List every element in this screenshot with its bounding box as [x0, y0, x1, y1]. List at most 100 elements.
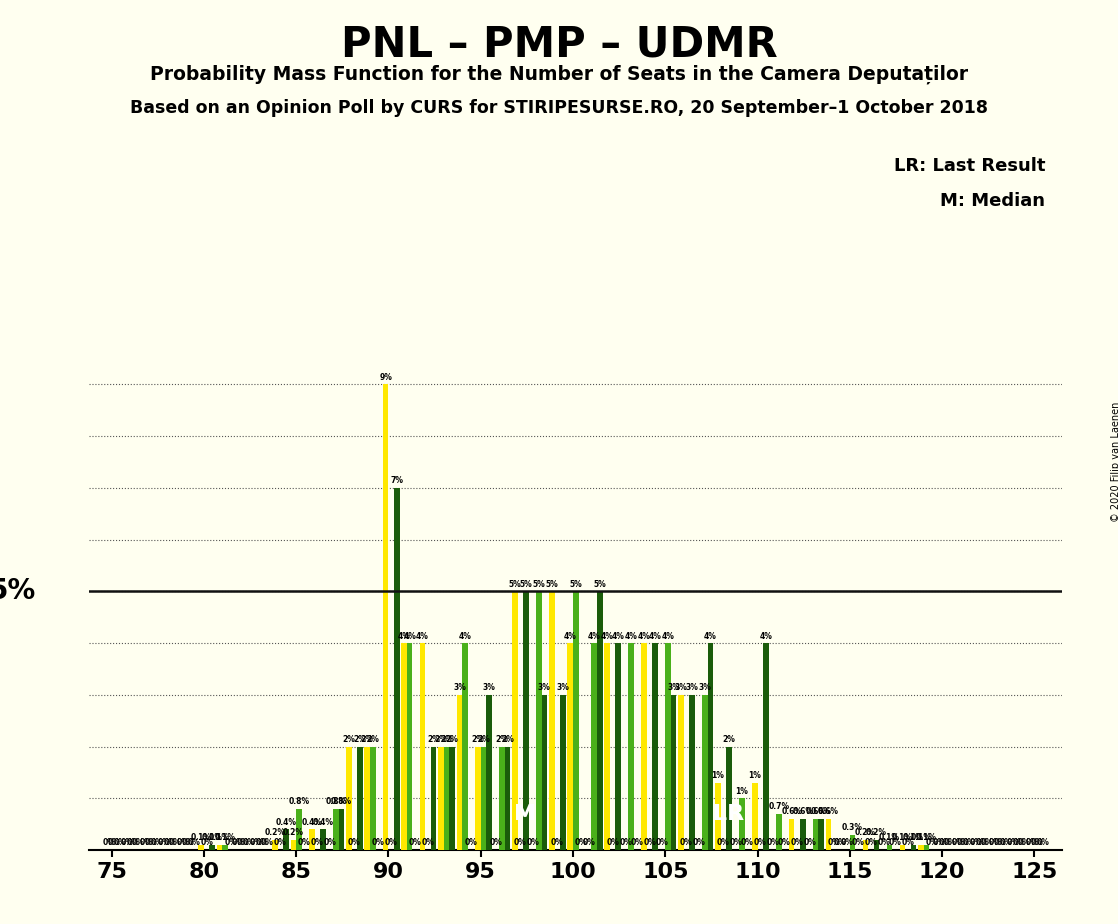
- Text: 5%: 5%: [569, 579, 582, 589]
- Text: 5%: 5%: [532, 579, 546, 589]
- Text: 0.1%: 0.1%: [903, 833, 923, 843]
- Bar: [702, 695, 708, 850]
- Text: 0%: 0%: [606, 838, 619, 847]
- Text: 0%: 0%: [1036, 838, 1049, 847]
- Bar: [209, 845, 215, 850]
- Bar: [597, 591, 603, 850]
- Bar: [605, 643, 610, 850]
- Bar: [222, 845, 228, 850]
- Bar: [449, 747, 455, 850]
- Text: 0.6%: 0.6%: [781, 808, 803, 817]
- Bar: [653, 643, 657, 850]
- Bar: [512, 591, 518, 850]
- Text: 2%: 2%: [495, 735, 509, 744]
- Text: 0.1%: 0.1%: [879, 833, 900, 843]
- Bar: [444, 747, 449, 850]
- Text: 0%: 0%: [575, 838, 588, 847]
- Text: 2%: 2%: [361, 735, 373, 744]
- Bar: [665, 643, 671, 850]
- Bar: [523, 591, 529, 850]
- Text: 5%: 5%: [509, 579, 521, 589]
- Text: 0%: 0%: [225, 838, 237, 847]
- Text: M: Median: M: Median: [940, 191, 1045, 210]
- Bar: [339, 808, 344, 850]
- Bar: [708, 643, 713, 850]
- Bar: [752, 783, 758, 850]
- Bar: [911, 845, 917, 850]
- Bar: [615, 643, 620, 850]
- Text: 2%: 2%: [472, 735, 484, 744]
- Text: 0%: 0%: [827, 838, 841, 847]
- Text: Probability Mass Function for the Number of Seats in the Camera Deputaților: Probability Mass Function for the Number…: [150, 65, 968, 84]
- Text: 0%: 0%: [348, 838, 361, 847]
- Bar: [813, 819, 818, 850]
- Text: 4%: 4%: [662, 631, 674, 640]
- Text: 0.2%: 0.2%: [866, 828, 887, 837]
- Text: 0%: 0%: [262, 838, 274, 847]
- Bar: [283, 830, 288, 850]
- Text: 0%: 0%: [182, 838, 195, 847]
- Text: 3%: 3%: [667, 683, 680, 692]
- Text: 3%: 3%: [483, 683, 495, 692]
- Text: 0.2%: 0.2%: [283, 828, 304, 837]
- Text: 0%: 0%: [490, 838, 503, 847]
- Bar: [198, 845, 203, 850]
- Bar: [776, 814, 781, 850]
- Text: 3%: 3%: [685, 683, 699, 692]
- Text: 0.1%: 0.1%: [916, 833, 937, 843]
- Text: 0%: 0%: [944, 838, 957, 847]
- Text: 0%: 0%: [121, 838, 134, 847]
- Text: 9%: 9%: [379, 372, 392, 382]
- Text: 0.1%: 0.1%: [209, 833, 230, 843]
- Text: 2%: 2%: [435, 735, 447, 744]
- Text: 0.6%: 0.6%: [793, 808, 813, 817]
- Text: 0%: 0%: [999, 838, 1012, 847]
- Bar: [272, 840, 277, 850]
- Bar: [296, 808, 302, 850]
- Text: 0%: 0%: [957, 838, 969, 847]
- Bar: [690, 695, 694, 850]
- Text: 4%: 4%: [648, 631, 662, 640]
- Bar: [320, 830, 325, 850]
- Bar: [887, 845, 892, 850]
- Bar: [420, 643, 425, 850]
- Text: 5%: 5%: [594, 579, 606, 589]
- Bar: [504, 747, 510, 850]
- Text: 0%: 0%: [656, 838, 669, 847]
- Text: 0%: 0%: [804, 838, 816, 847]
- Text: 2%: 2%: [440, 735, 453, 744]
- Text: 2%: 2%: [342, 735, 356, 744]
- Text: 7%: 7%: [390, 476, 404, 485]
- Text: 0%: 0%: [864, 838, 878, 847]
- Text: 0%: 0%: [852, 838, 864, 847]
- Bar: [874, 840, 880, 850]
- Text: 0.4%: 0.4%: [302, 818, 322, 827]
- Bar: [357, 747, 362, 850]
- Text: 1%: 1%: [748, 772, 761, 780]
- Bar: [457, 695, 462, 850]
- Text: 0%: 0%: [975, 838, 988, 847]
- Bar: [568, 643, 574, 850]
- Text: 3%: 3%: [538, 683, 551, 692]
- Text: 0%: 0%: [140, 838, 152, 847]
- Bar: [401, 643, 407, 850]
- Text: 0.6%: 0.6%: [818, 808, 840, 817]
- Bar: [462, 643, 467, 850]
- Text: 3%: 3%: [557, 683, 569, 692]
- Text: 4%: 4%: [563, 631, 577, 640]
- Text: 1%: 1%: [736, 786, 748, 796]
- Text: 0%: 0%: [994, 838, 1006, 847]
- Bar: [727, 747, 731, 850]
- Text: 0%: 0%: [163, 838, 177, 847]
- Text: 4%: 4%: [398, 631, 410, 640]
- Text: 0%: 0%: [132, 838, 145, 847]
- Text: 0%: 0%: [372, 838, 385, 847]
- Text: 0%: 0%: [145, 838, 158, 847]
- Bar: [900, 845, 906, 850]
- Text: 0%: 0%: [754, 838, 767, 847]
- Text: © 2020 Filip van Laenen: © 2020 Filip van Laenen: [1111, 402, 1118, 522]
- Text: 0%: 0%: [926, 838, 938, 847]
- Text: 0%: 0%: [385, 838, 398, 847]
- Bar: [574, 591, 578, 850]
- Bar: [291, 840, 296, 850]
